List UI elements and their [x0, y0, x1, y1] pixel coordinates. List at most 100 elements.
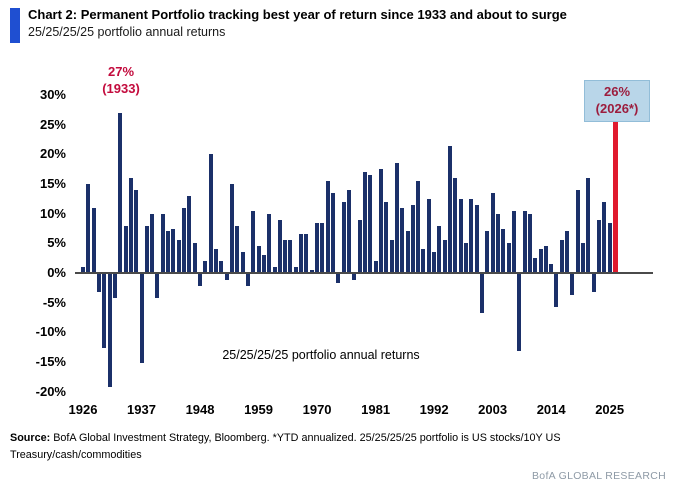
bar-1930	[102, 274, 107, 349]
bar-1992	[432, 252, 437, 273]
x-tick-1937: 1937	[127, 402, 156, 417]
bar-1966	[293, 267, 298, 273]
bar-2015	[554, 274, 559, 307]
bar-1957	[245, 274, 250, 286]
bar-1959	[256, 246, 261, 273]
bar-1927	[86, 184, 91, 273]
bar-1971	[320, 222, 325, 273]
bar-2012	[538, 249, 543, 273]
bar-1955	[235, 225, 240, 273]
bar-1929	[96, 274, 101, 292]
bar-2007	[511, 210, 516, 273]
bar-2011	[533, 258, 538, 273]
bar-1939	[150, 213, 155, 273]
bar-1935	[128, 178, 133, 273]
y-tick-5%: 5%	[47, 235, 66, 251]
bar-1983	[384, 201, 389, 273]
chart-subtitle: 25/25/25/25 portfolio annual returns	[28, 25, 226, 39]
bar-1958	[251, 210, 256, 273]
bar-2020	[581, 243, 586, 273]
bar-2003	[490, 192, 495, 273]
bar-1972	[325, 181, 330, 273]
bar-1947	[192, 243, 197, 273]
bar-1982	[378, 169, 383, 273]
bar-chart-plot-area: 30% 25% 20% 15% 10% 5% 0% -5% -10% -15% -20% 1926 1…	[35, 64, 653, 417]
x-tick-2014: 2014	[536, 402, 566, 417]
bar-1933	[118, 112, 123, 273]
x-tick-2003: 2003	[478, 402, 508, 417]
annotation-1933-peak: 27% (1933)	[82, 64, 160, 98]
bar-2013	[543, 246, 548, 273]
bar-1988	[410, 204, 415, 273]
bar-1938	[144, 225, 149, 273]
y-tick-15%: 15%	[39, 176, 66, 192]
y-tick-30%: 30%	[39, 87, 66, 103]
bar-2017	[565, 231, 570, 273]
bar-1940	[155, 274, 160, 298]
zero-axis-line	[75, 272, 653, 274]
bar-1995	[448, 145, 453, 273]
bar-1961	[267, 213, 272, 273]
bar-1985	[394, 163, 399, 273]
x-tick-1970: 1970	[302, 402, 332, 417]
bar-2022	[591, 274, 596, 292]
bar-1968	[304, 234, 309, 273]
bar-1937	[139, 274, 144, 363]
source-note: Source: BofA Global Investment Strategy,…	[10, 430, 570, 465]
bar-2023	[597, 219, 602, 273]
bar-1977	[352, 274, 357, 280]
bar-1994	[442, 240, 447, 273]
bar-1942	[166, 231, 171, 273]
bar-1973	[331, 192, 336, 273]
bar-1974	[336, 274, 341, 283]
bar-1998	[464, 243, 469, 273]
bar-1991	[426, 198, 431, 273]
annotation-2026-callout-box: 26% (2026*)	[584, 80, 650, 122]
bar-1986	[400, 207, 405, 273]
bar-2005	[501, 228, 506, 273]
source-text: BofA Global Investment Strategy, Bloombe…	[10, 432, 561, 462]
bar-2026	[613, 118, 618, 273]
bar-1975	[341, 201, 346, 273]
bar-1945	[182, 207, 187, 273]
x-tick-1948: 1948	[185, 402, 215, 417]
bar-2004	[495, 213, 500, 273]
bar-2024	[602, 201, 607, 273]
y-tick--20%: -20%	[35, 383, 66, 399]
plot-center-label: 25/25/25/25 portfolio annual returns	[222, 348, 420, 362]
bar-1953	[224, 274, 229, 280]
bar-1963	[277, 219, 282, 273]
bar-1964	[283, 240, 288, 273]
bar-1999	[469, 198, 474, 273]
bar-2009	[522, 210, 527, 273]
bar-1981	[373, 261, 378, 273]
bar-1989	[416, 181, 421, 273]
bar-1952	[219, 261, 224, 273]
bar-1936	[134, 189, 139, 273]
bar-1931	[107, 274, 112, 387]
x-tick-1959: 1959	[244, 402, 273, 417]
y-tick-0%: 0%	[47, 265, 66, 280]
bar-1932	[112, 274, 117, 298]
bar-1941	[160, 213, 165, 273]
y-tick--10%: -10%	[35, 324, 66, 340]
bar-1969	[309, 270, 314, 273]
bar-2025	[607, 222, 612, 273]
y-tick--15%: -15%	[35, 353, 66, 369]
bar-1949	[203, 261, 208, 273]
bar-2016	[559, 240, 564, 273]
bar-1951	[214, 249, 218, 273]
bar-1967	[299, 234, 304, 273]
bar-1996	[453, 178, 458, 273]
bar-1990	[421, 249, 426, 273]
bofa-global-research-brand: BofA GLOBAL RESEARCH	[532, 470, 666, 482]
bar-2019	[575, 189, 580, 273]
annotation-2026-year: (2026*)	[595, 100, 639, 116]
bar-1946	[187, 195, 192, 273]
bar-1987	[405, 231, 410, 273]
bar-2000	[474, 204, 479, 273]
title-accent-bar	[10, 8, 20, 43]
bar-2001	[480, 274, 484, 313]
bar-1962	[272, 267, 277, 273]
